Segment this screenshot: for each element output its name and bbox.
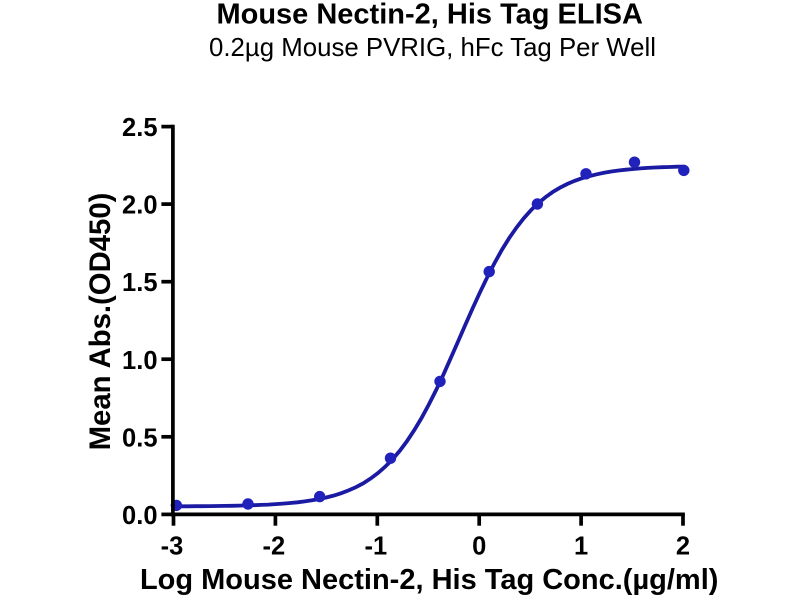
svg-text:1.0: 1.0 bbox=[122, 347, 157, 375]
svg-text:-1: -1 bbox=[364, 533, 387, 561]
svg-text:0: 0 bbox=[472, 533, 486, 561]
svg-text:2.5: 2.5 bbox=[122, 114, 157, 142]
svg-text:Mean Abs.(OD450): Mean Abs.(OD450) bbox=[84, 193, 117, 451]
svg-text:2.0: 2.0 bbox=[122, 192, 157, 220]
svg-text:Log Mouse Nectin-2, His Tag Co: Log Mouse Nectin-2, His Tag Conc.(µg/ml) bbox=[140, 564, 718, 596]
svg-text:0.0: 0.0 bbox=[122, 502, 157, 530]
svg-text:1.5: 1.5 bbox=[122, 269, 157, 297]
svg-text:2: 2 bbox=[676, 533, 690, 561]
svg-text:1: 1 bbox=[574, 533, 588, 561]
svg-text:-2: -2 bbox=[263, 533, 286, 561]
svg-text:-3: -3 bbox=[161, 533, 184, 561]
svg-text:0.2µg Mouse PVRIG, hFc Tag Per: 0.2µg Mouse PVRIG, hFc Tag Per Well bbox=[209, 34, 656, 62]
svg-text:0.5: 0.5 bbox=[122, 424, 157, 452]
svg-text:Mouse Nectin-2, His Tag ELISA: Mouse Nectin-2, His Tag ELISA bbox=[216, 0, 643, 30]
